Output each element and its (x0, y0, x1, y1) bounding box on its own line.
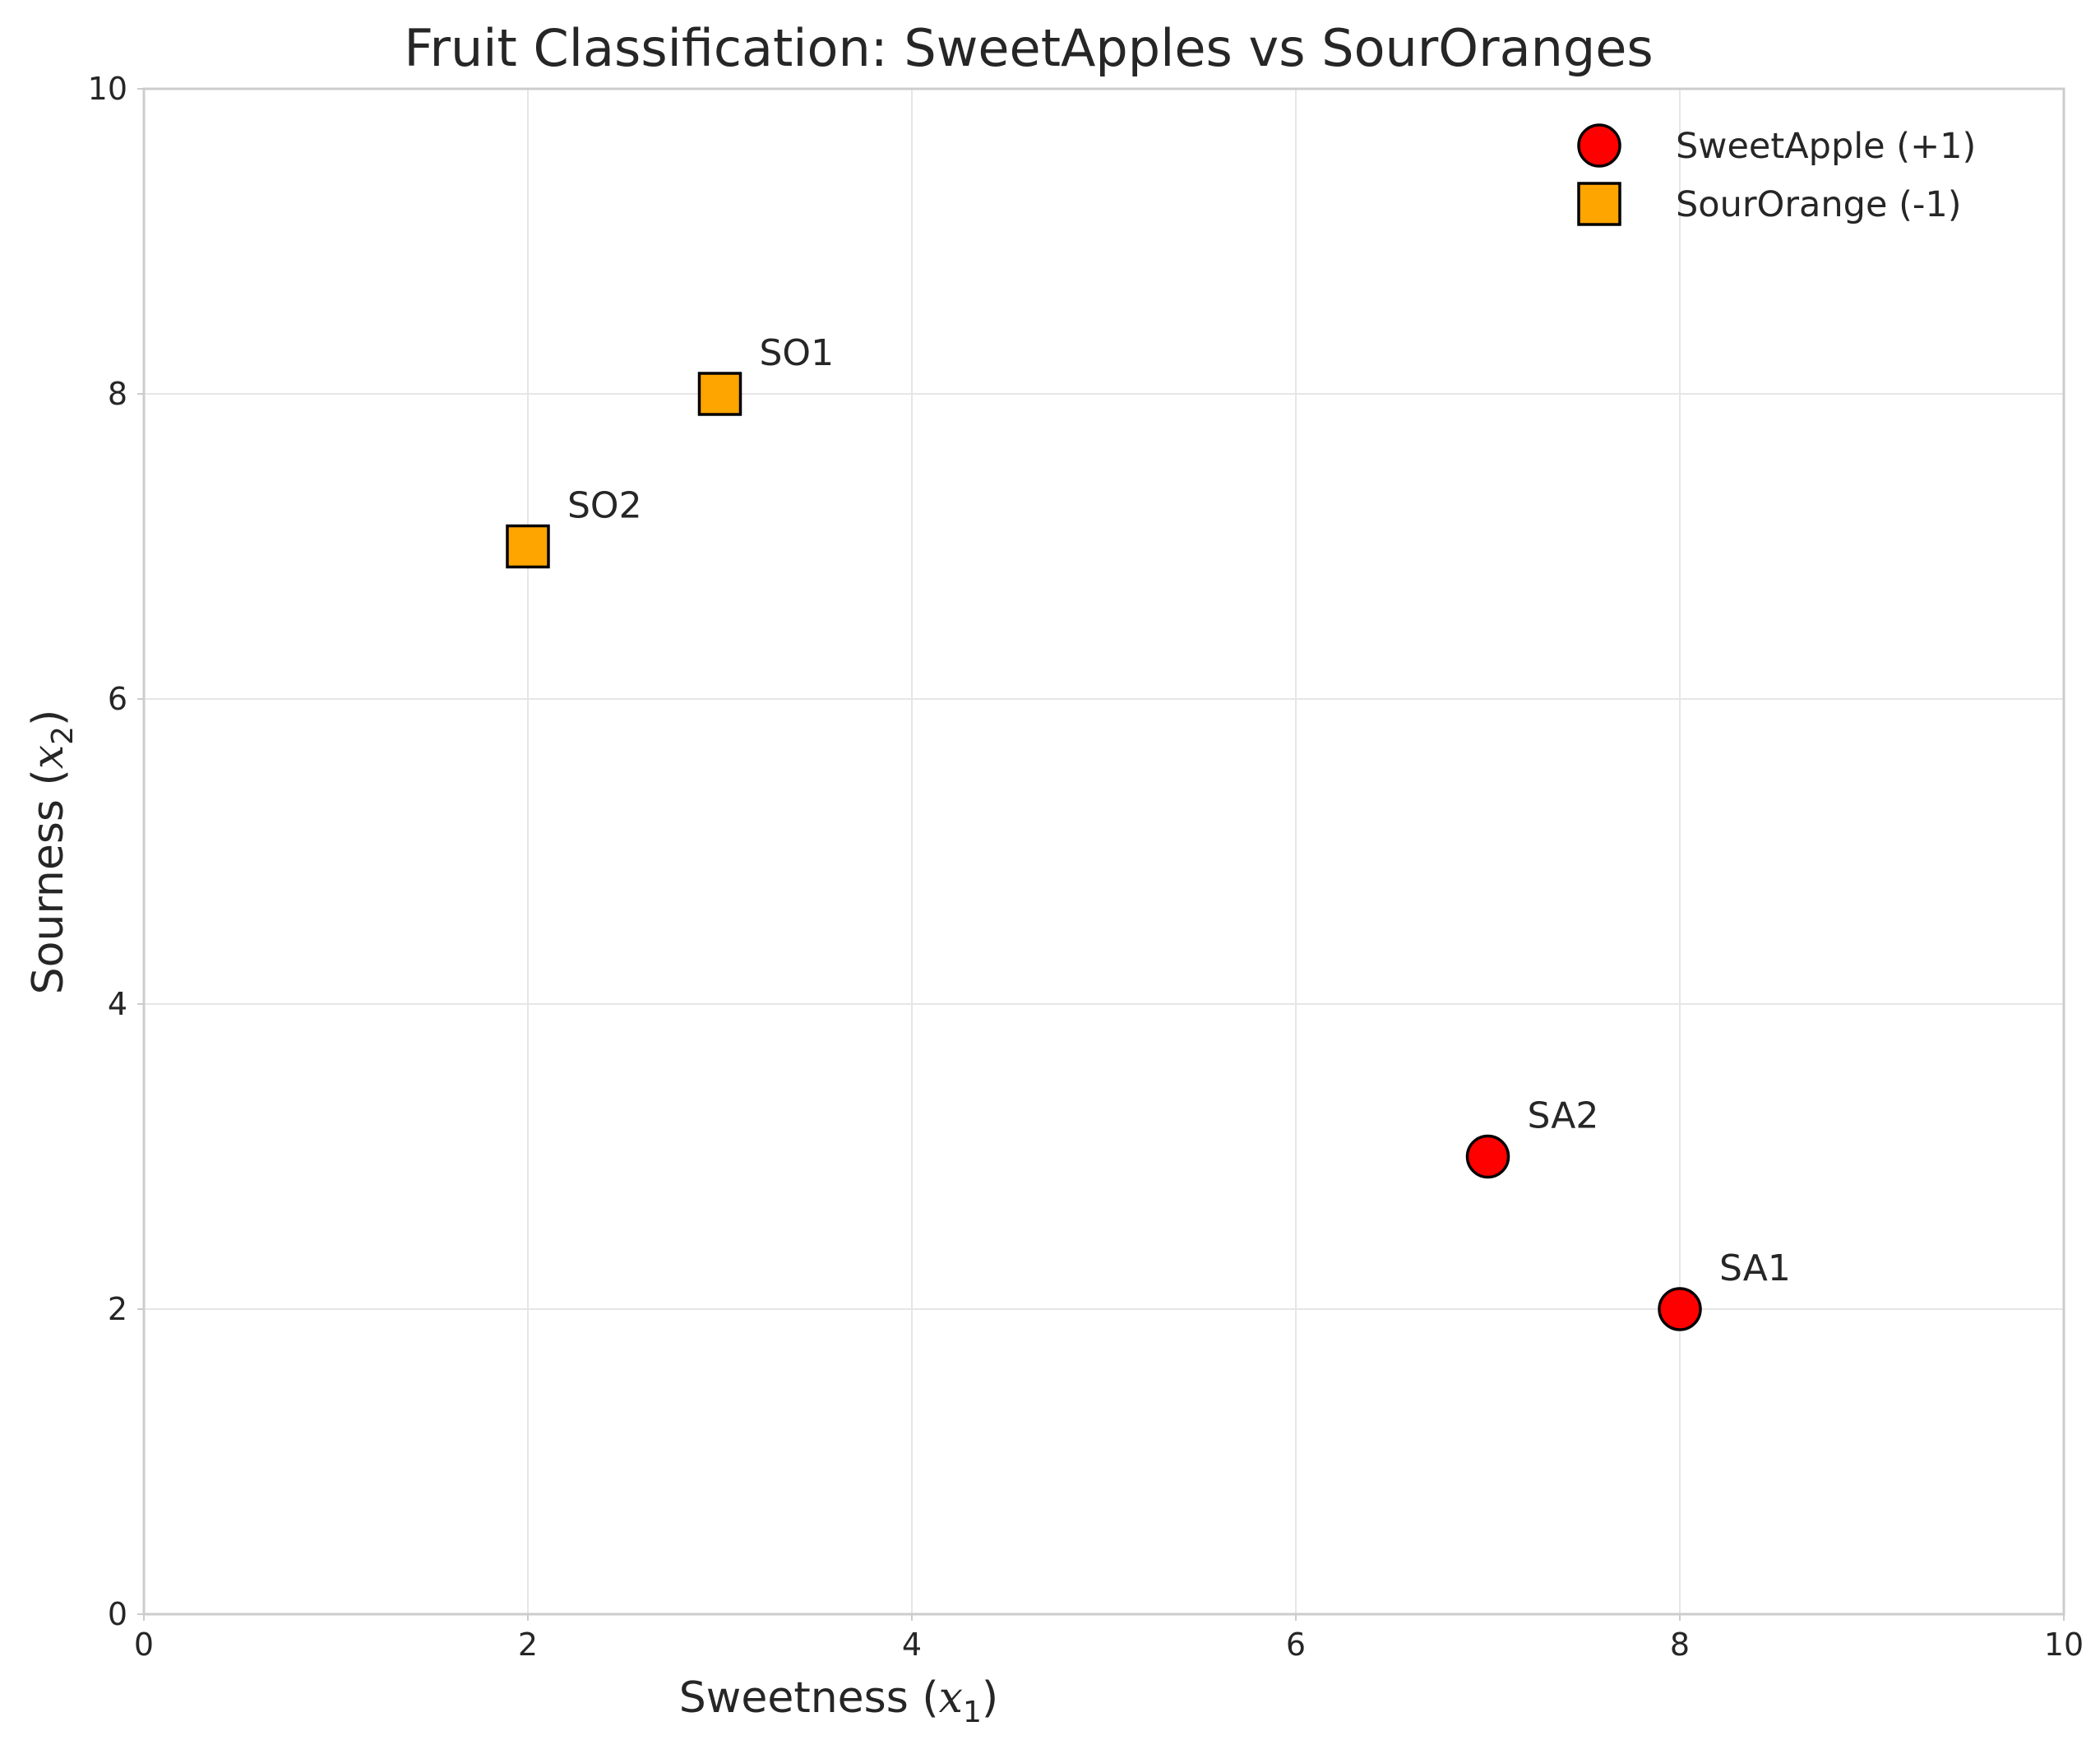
orange-point-so1 (697, 372, 742, 416)
apple-point-sa1 (1658, 1287, 1702, 1331)
point-label-sa1: SA1 (1719, 1247, 1791, 1289)
x-tick-label: 8 (1670, 1627, 1690, 1663)
y-tick-label: 2 (108, 1291, 127, 1327)
axis-ticks: 0 2 4 6 8 10 0 2 4 6 8 10 (88, 71, 2084, 1663)
y-tick-label: 0 (108, 1596, 127, 1632)
orange-point-so2 (506, 524, 550, 569)
x-tick-label: 0 (134, 1627, 154, 1663)
legend-marker-sweetapple (1577, 123, 1621, 168)
x-axis-label: Sweetness (x1) (679, 1673, 998, 1729)
legend: SweetApple (+1) SourOrange (-1) (1577, 123, 1976, 226)
apple-point-sa2 (1465, 1134, 1510, 1179)
x-tick-label: 2 (518, 1627, 538, 1663)
x-tick-label: 4 (902, 1627, 922, 1663)
point-label-so2: SO2 (567, 485, 642, 527)
point-label-so1: SO1 (760, 332, 835, 374)
plot-frame (142, 87, 2065, 1616)
point-label-sa2: SA2 (1528, 1095, 1599, 1137)
y-axis-label: Sourness (x2) (24, 710, 80, 995)
legend-label-sourorange: SourOrange (-1) (1676, 184, 1962, 225)
legend-label-sweetapple: SweetApple (+1) (1676, 126, 1976, 167)
y-tick-label: 8 (108, 376, 127, 412)
chart-title: Fruit Classification: SweetApples vs Sou… (404, 18, 1653, 78)
x-tick-label: 10 (2044, 1627, 2084, 1663)
data-points (506, 372, 1702, 1331)
y-tick-label: 10 (88, 71, 127, 107)
y-tick-label: 6 (108, 681, 127, 717)
point-labels: SA1 SA2 SO1 SO2 (567, 332, 1791, 1289)
legend-marker-sourorange (1577, 182, 1621, 226)
y-tick-label: 4 (108, 986, 127, 1022)
grid (144, 89, 2064, 1614)
x-tick-label: 6 (1286, 1627, 1306, 1663)
